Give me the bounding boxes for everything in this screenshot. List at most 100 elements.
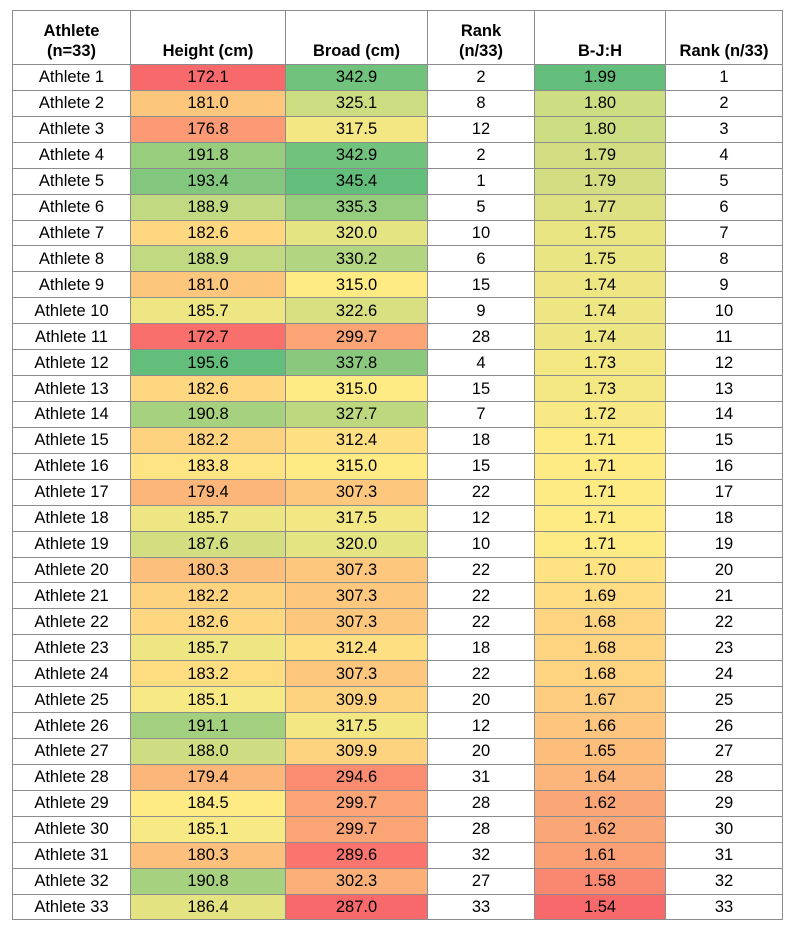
cell-ratio: 1.74 <box>534 323 666 351</box>
table-row: Athlete 24 183.2 307.3 22 1.68 24 <box>12 660 783 688</box>
cell-height: 188.9 <box>130 245 286 273</box>
cell-rank-ratio: 3 <box>665 115 783 143</box>
cell-broad: 312.4 <box>285 426 428 454</box>
cell-ratio: 1.80 <box>534 89 666 117</box>
header-athlete: Athlete (n=33) <box>12 10 131 65</box>
cell-rank-ratio: 7 <box>665 219 783 247</box>
cell-height: 191.8 <box>130 141 286 169</box>
cell-rank-ratio: 30 <box>665 815 783 843</box>
cell-ratio: 1.58 <box>534 867 666 895</box>
cell-broad: 309.9 <box>285 686 428 714</box>
cell-athlete: Athlete 24 <box>12 660 131 688</box>
cell-rank-broad: 12 <box>427 115 535 143</box>
cell-rank-broad: 18 <box>427 634 535 662</box>
cell-rank-broad: 6 <box>427 245 535 273</box>
cell-rank-ratio: 15 <box>665 426 783 454</box>
cell-rank-ratio: 18 <box>665 504 783 532</box>
cell-ratio: 1.73 <box>534 349 666 377</box>
cell-athlete: Athlete 9 <box>12 271 131 299</box>
cell-height: 179.4 <box>130 478 286 506</box>
cell-rank-ratio: 16 <box>665 452 783 480</box>
cell-athlete: Athlete 33 <box>12 893 131 921</box>
table-row: Athlete 1 172.1 342.9 2 1.99 1 <box>12 64 783 91</box>
cell-rank-ratio: 33 <box>665 893 783 921</box>
cell-broad: 302.3 <box>285 867 428 895</box>
cell-rank-ratio: 27 <box>665 737 783 765</box>
cell-height: 185.7 <box>130 634 286 662</box>
header-athlete-line2: (n=33) <box>46 42 97 60</box>
cell-height: 185.1 <box>130 686 286 714</box>
cell-rank-ratio: 24 <box>665 660 783 688</box>
table-row: Athlete 9 181.0 315.0 15 1.74 9 <box>12 271 783 299</box>
cell-ratio: 1.68 <box>534 634 666 662</box>
cell-athlete: Athlete 32 <box>12 867 131 895</box>
cell-rank-ratio: 6 <box>665 193 783 221</box>
cell-rank-broad: 22 <box>427 582 535 610</box>
cell-ratio: 1.65 <box>534 737 666 765</box>
cell-broad: 342.9 <box>285 64 428 91</box>
cell-broad: 307.3 <box>285 556 428 584</box>
table-row: Athlete 10 185.7 322.6 9 1.74 10 <box>12 297 783 325</box>
cell-ratio: 1.71 <box>534 530 666 558</box>
cell-ratio: 1.64 <box>534 763 666 791</box>
cell-height: 183.2 <box>130 660 286 688</box>
cell-broad: 289.6 <box>285 841 428 869</box>
cell-rank-ratio: 17 <box>665 478 783 506</box>
cell-rank-ratio: 31 <box>665 841 783 869</box>
cell-athlete: Athlete 25 <box>12 686 131 714</box>
cell-athlete: Athlete 28 <box>12 763 131 791</box>
cell-broad: 330.2 <box>285 245 428 273</box>
cell-rank-broad: 2 <box>427 141 535 169</box>
table-row: Athlete 5 193.4 345.4 1 1.79 5 <box>12 167 783 195</box>
cell-height: 182.6 <box>130 608 286 636</box>
cell-athlete: Athlete 17 <box>12 478 131 506</box>
cell-athlete: Athlete 6 <box>12 193 131 221</box>
cell-rank-ratio: 28 <box>665 763 783 791</box>
cell-rank-ratio: 13 <box>665 375 783 402</box>
cell-rank-ratio: 12 <box>665 349 783 377</box>
table-row: Athlete 32 190.8 302.3 27 1.58 32 <box>12 867 783 895</box>
table-row: Athlete 2 181.0 325.1 8 1.80 2 <box>12 89 783 117</box>
cell-broad: 325.1 <box>285 89 428 117</box>
cell-height: 185.7 <box>130 297 286 325</box>
cell-height: 190.8 <box>130 400 286 428</box>
cell-broad: 315.0 <box>285 271 428 299</box>
cell-rank-broad: 15 <box>427 452 535 480</box>
cell-rank-ratio: 8 <box>665 245 783 273</box>
cell-height: 188.9 <box>130 193 286 221</box>
cell-ratio: 1.73 <box>534 375 666 402</box>
cell-rank-broad: 4 <box>427 349 535 377</box>
cell-rank-broad: 2 <box>427 64 535 91</box>
table-row: Athlete 17 179.4 307.3 22 1.71 17 <box>12 478 783 506</box>
cell-height: 179.4 <box>130 763 286 791</box>
cell-height: 195.6 <box>130 349 286 377</box>
table-row: Athlete 20 180.3 307.3 22 1.70 20 <box>12 556 783 584</box>
header-rank-ratio: Rank (n/33) <box>665 10 783 65</box>
cell-height: 193.4 <box>130 167 286 195</box>
table-body: Athlete 1 172.1 342.9 2 1.99 1 Athlete 2 181.0 3… <box>12 64 783 921</box>
table-row: Athlete 18 185.7 317.5 12 1.71 18 <box>12 504 783 532</box>
cell-rank-broad: 22 <box>427 660 535 688</box>
cell-athlete: Athlete 27 <box>12 737 131 765</box>
cell-rank-ratio: 29 <box>665 789 783 817</box>
cell-rank-ratio: 11 <box>665 323 783 351</box>
cell-athlete: Athlete 18 <box>12 504 131 532</box>
cell-ratio: 1.77 <box>534 193 666 221</box>
header-height: Height (cm) <box>130 10 286 65</box>
cell-broad: 335.3 <box>285 193 428 221</box>
cell-ratio: 1.74 <box>534 271 666 299</box>
cell-broad: 307.3 <box>285 478 428 506</box>
cell-athlete: Athlete 12 <box>12 349 131 377</box>
cell-rank-broad: 1 <box>427 167 535 195</box>
table-container: Athlete (n=33) Height (cm) Broad (cm) Ra… <box>12 10 783 921</box>
cell-broad: 307.3 <box>285 582 428 610</box>
cell-rank-broad: 28 <box>427 789 535 817</box>
cell-broad: 299.7 <box>285 323 428 351</box>
cell-ratio: 1.71 <box>534 426 666 454</box>
header-rank-line1: Rank <box>460 22 502 40</box>
cell-rank-ratio: 10 <box>665 297 783 325</box>
cell-rank-broad: 10 <box>427 530 535 558</box>
cell-height: 190.8 <box>130 867 286 895</box>
cell-athlete: Athlete 14 <box>12 400 131 428</box>
cell-rank-ratio: 22 <box>665 608 783 636</box>
